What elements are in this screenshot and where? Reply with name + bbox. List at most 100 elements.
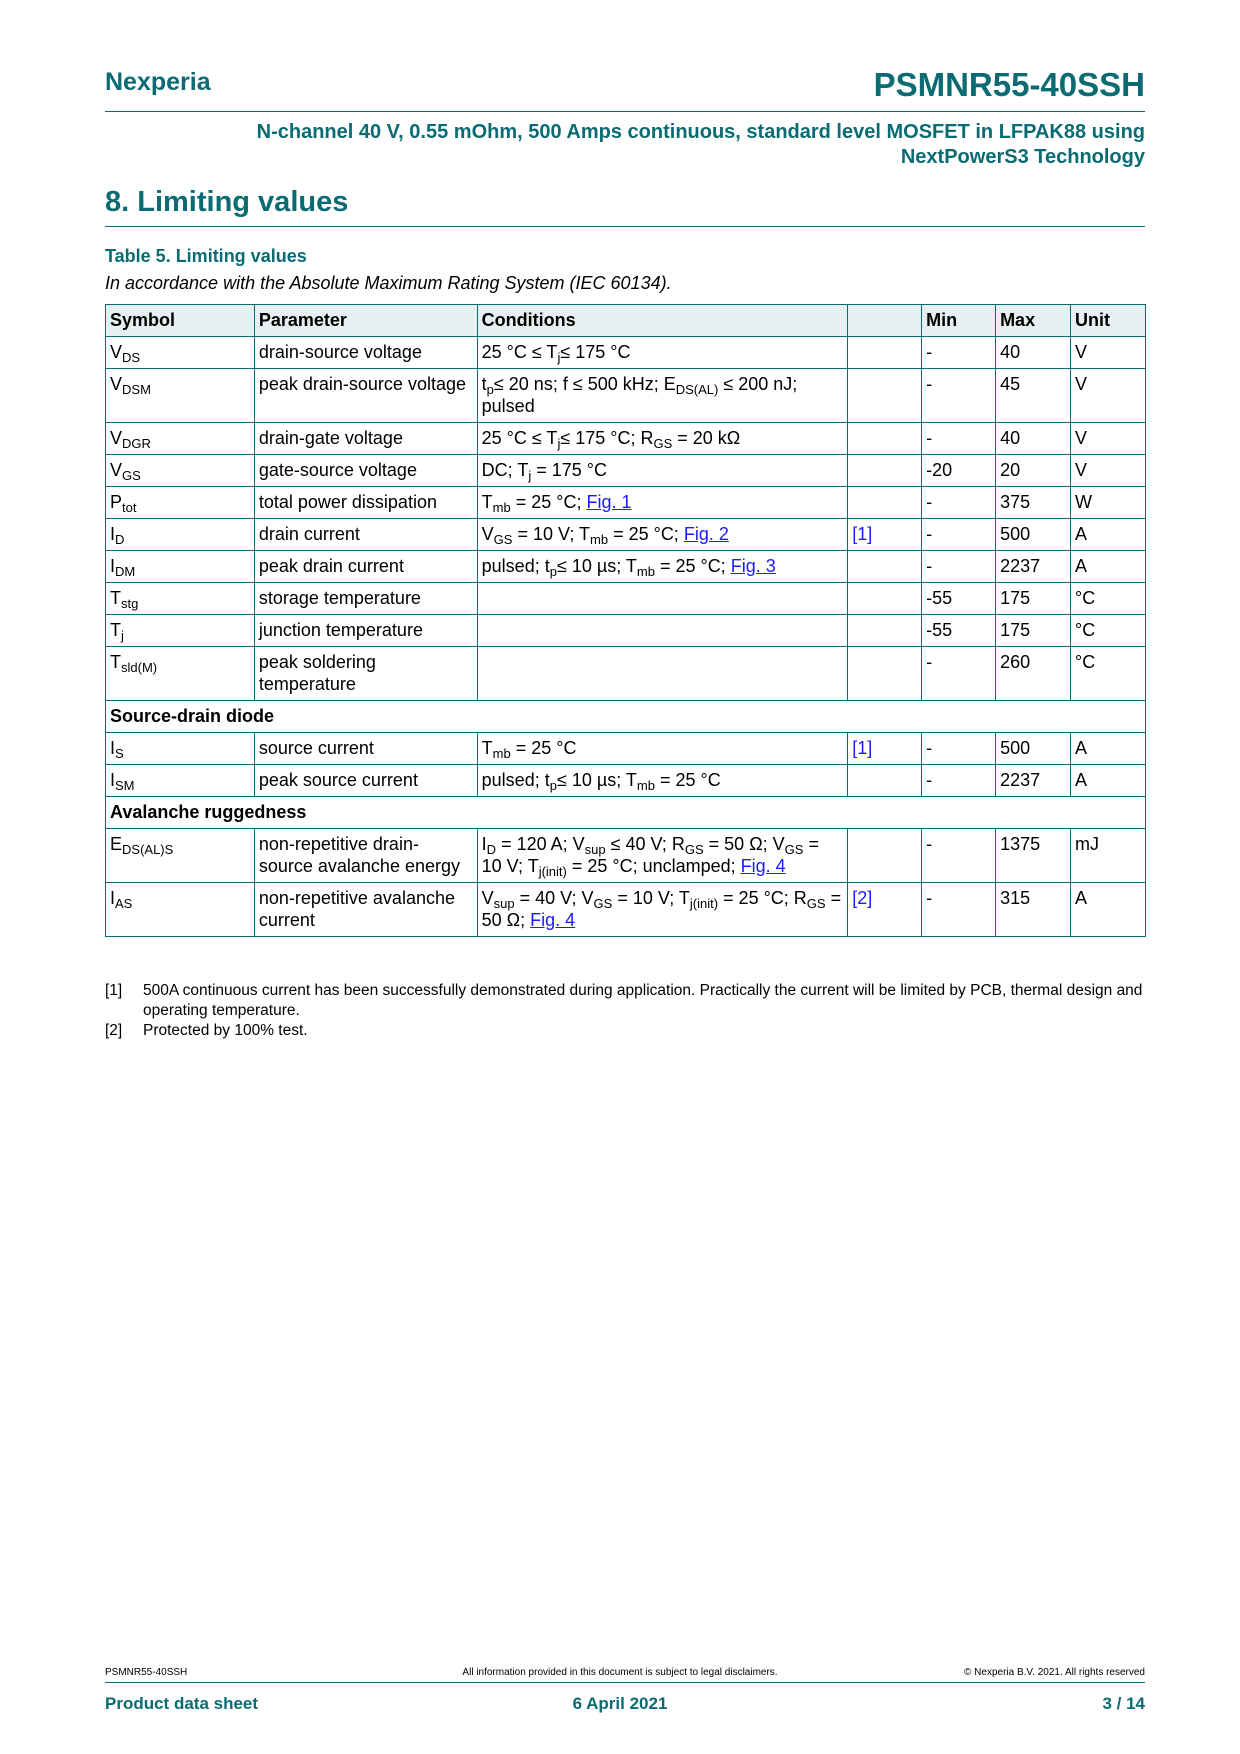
- parameter-cell: gate-source voltage: [253, 454, 478, 487]
- column-header: Min: [921, 304, 997, 337]
- condition-text: ≤ 10 µs; T: [556, 770, 637, 790]
- footnote-reference-link[interactable]: [1]: [852, 524, 873, 544]
- conditions-cell: Vsup = 40 V; VGS = 10 V; Tj(init) = 25 °…: [476, 882, 849, 937]
- conditions-cell: ID = 120 A; Vsup ≤ 40 V; RGS = 50 Ω; VGS…: [476, 828, 849, 883]
- reference-cell: [847, 368, 923, 423]
- symbol-subscript: DGR: [122, 436, 151, 451]
- max-cell: 260: [995, 646, 1072, 701]
- footnote-text: Protected by 100% test.: [143, 1022, 308, 1039]
- footnote: [2] Protected by 100% test.: [105, 1021, 1145, 1041]
- reference-cell: [847, 764, 923, 797]
- condition-subscript: GS: [493, 532, 513, 547]
- symbol-subscript: SM: [115, 778, 135, 793]
- condition-text: 25 °C ≤ T: [481, 342, 558, 362]
- min-cell: -: [921, 368, 997, 423]
- symbol-cell: IDM: [105, 550, 255, 583]
- max-cell: 2237: [995, 764, 1072, 797]
- condition-text: = 20 kΩ: [672, 428, 741, 448]
- figure-link[interactable]: Fig. 3: [730, 556, 776, 576]
- symbol-subscript: stg: [121, 596, 139, 611]
- parameter-cell: junction temperature: [253, 614, 478, 647]
- symbol-cell: ISM: [105, 764, 255, 797]
- header-rule: [105, 111, 1145, 112]
- footnote-reference-link[interactable]: [1]: [852, 738, 873, 758]
- parameter-cell: drain-gate voltage: [253, 422, 478, 455]
- symbol: E: [110, 834, 123, 854]
- symbol: I: [110, 888, 116, 908]
- condition-subscript: mb: [492, 746, 511, 761]
- symbol-cell: Tsld(M): [105, 646, 255, 701]
- max-cell: 1375: [995, 828, 1072, 883]
- condition-subscript: DS(AL): [675, 382, 719, 397]
- min-cell: -: [921, 518, 997, 551]
- condition-subscript: p: [486, 382, 494, 397]
- parameter-cell: total power dissipation: [253, 486, 478, 519]
- reference-cell: [847, 422, 923, 455]
- section-title: 8. Limiting values: [105, 186, 349, 218]
- conditions-cell: pulsed; tp≤ 10 µs; Tmb = 25 °C: [476, 764, 849, 797]
- unit-cell: mJ: [1070, 828, 1146, 883]
- figure-link[interactable]: Fig. 2: [683, 524, 729, 544]
- conditions-cell: 25 °C ≤ Tj≤ 175 °C: [476, 336, 849, 369]
- condition-text: = 25 °C: [510, 738, 577, 758]
- table-row: IDM peak drain current pulsed; tp≤ 10 µs; …: [105, 550, 1146, 583]
- symbol-cell: IAS: [105, 882, 255, 937]
- reference-cell: [847, 828, 923, 883]
- condition-subscript: mb: [636, 778, 655, 793]
- condition-subscript: D: [486, 842, 497, 857]
- condition-subscript: mb: [492, 500, 511, 515]
- unit-cell: V: [1070, 454, 1146, 487]
- figure-link[interactable]: Fig. 4: [530, 910, 576, 930]
- condition-text: = 10 V; T: [612, 888, 690, 908]
- subtitle-line: NextPowerS3 Technology: [900, 146, 1145, 168]
- min-cell: -55: [921, 582, 997, 615]
- condition-text: T: [481, 738, 493, 758]
- unit-cell: °C: [1070, 582, 1146, 615]
- condition-subscript: mb: [636, 564, 655, 579]
- footer-page-number: 3 / 14: [1102, 1694, 1145, 1713]
- condition-text: ≤ 40 V; R: [605, 834, 685, 854]
- table-row: VGS gate-source voltage DC; Tj = 175 °C -20…: [105, 454, 1146, 487]
- footer-rule: [105, 1682, 1145, 1683]
- symbol-cell: Tstg: [105, 582, 255, 615]
- brand-logo: Nexperia: [105, 68, 211, 96]
- column-header: Symbol: [105, 304, 255, 337]
- unit-cell: V: [1070, 368, 1146, 423]
- symbol-subscript: tot: [122, 500, 137, 515]
- min-cell: -: [921, 336, 997, 369]
- column-header: Unit: [1070, 304, 1146, 337]
- max-cell: 500: [995, 518, 1072, 551]
- symbol-subscript: j: [121, 628, 124, 643]
- footer-date: 6 April 2021: [572, 1694, 668, 1713]
- symbol-subscript: D: [115, 532, 125, 547]
- parameter-cell: peak soldering temperature: [253, 646, 478, 701]
- figure-link[interactable]: Fig. 1: [586, 492, 632, 512]
- table-row: VDSM peak drain-source voltage tp≤ 20 ns; …: [105, 368, 1146, 423]
- condition-subscript: mb: [590, 532, 609, 547]
- figure-link[interactable]: Fig. 4: [740, 856, 786, 876]
- condition-text: 25 °C ≤ T: [481, 428, 558, 448]
- parameter-cell: drain current: [253, 518, 478, 551]
- min-cell: -55: [921, 614, 997, 647]
- max-cell: 45: [995, 368, 1072, 423]
- limiting-values-table: Symbol Parameter Conditions Min Max Unit VDS d…: [105, 304, 1146, 937]
- footnote-reference-link[interactable]: [2]: [852, 888, 873, 908]
- document-subtitle: N-channel 40 V, 0.55 mOhm, 500 Amps cont…: [145, 120, 1145, 170]
- condition-text: = 175 °C: [531, 460, 607, 480]
- parameter-cell: peak source current: [253, 764, 478, 797]
- min-cell: -: [921, 422, 997, 455]
- min-cell: -: [921, 732, 997, 765]
- condition-subscript: sup: [493, 896, 515, 911]
- unit-cell: W: [1070, 486, 1146, 519]
- condition-text: t: [481, 374, 487, 394]
- condition-subscript: j: [557, 436, 561, 451]
- conditions-cell: pulsed; tp≤ 10 µs; Tmb = 25 °C; Fig. 3: [476, 550, 849, 583]
- reference-cell: [847, 336, 923, 369]
- footnote-mark: [1]: [105, 982, 123, 999]
- condition-text: = 50 Ω;: [481, 888, 842, 930]
- unit-cell: V: [1070, 336, 1146, 369]
- unit-cell: V: [1070, 422, 1146, 455]
- footnote-text: 500A continuous current has been success…: [143, 982, 1143, 1019]
- conditions-cell: Tmb = 25 °C; Fig. 1: [476, 486, 849, 519]
- footer-copyright: © Nexperia B.V. 2021. All rights reserve…: [964, 1667, 1145, 1678]
